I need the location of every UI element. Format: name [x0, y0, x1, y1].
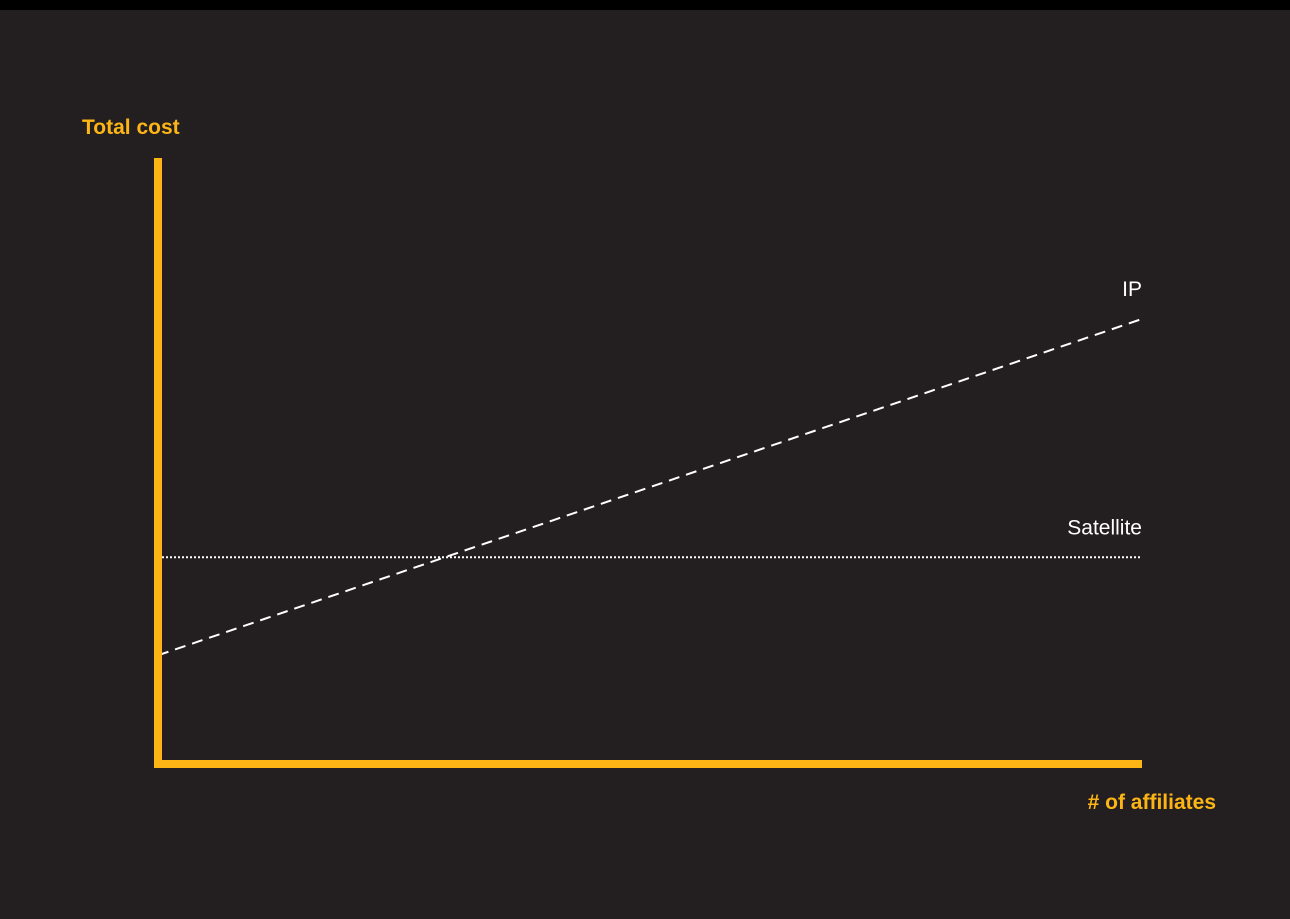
ip-series-label: IP: [1122, 278, 1142, 301]
ip-series-line: [157, 317, 1143, 657]
satellite-series-label: Satellite: [1067, 516, 1142, 539]
y-axis-title: Total cost: [82, 116, 180, 139]
series-label-layer: IP Satellite: [1067, 278, 1142, 539]
x-axis-title: # of affiliates: [1088, 791, 1216, 814]
top-bar: [0, 0, 1290, 10]
series-layer: [157, 317, 1143, 657]
